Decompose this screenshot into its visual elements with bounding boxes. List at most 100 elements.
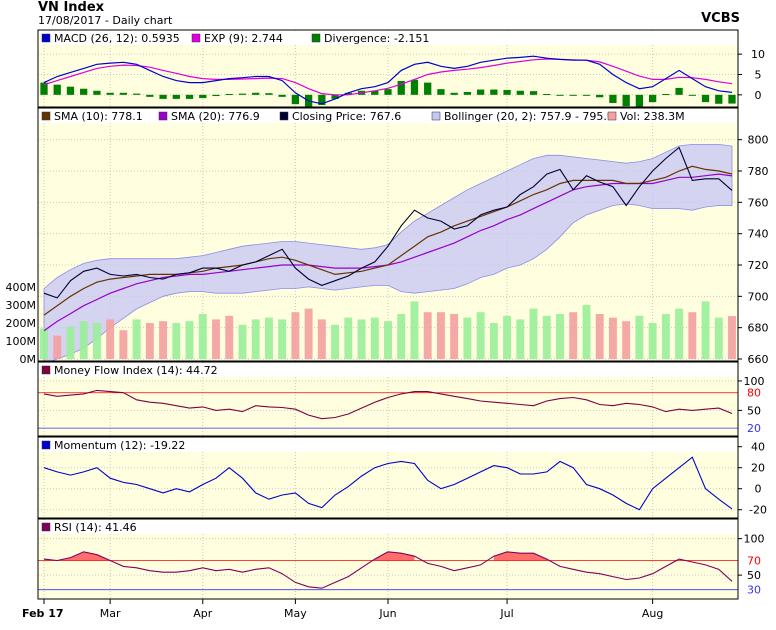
- macd-divergence-bar: [596, 94, 604, 98]
- macd-divergence-bar: [648, 94, 657, 103]
- price-tick-label: 740: [748, 228, 769, 241]
- rsi-legend-label: RSI (14): 41.46: [54, 521, 137, 534]
- volume-bar: [503, 315, 512, 359]
- macd-divergence-bar: [397, 80, 405, 95]
- volume-bar: [40, 328, 48, 359]
- macd-divergence-bar: [106, 92, 114, 95]
- bollinger-band: [43, 144, 733, 365]
- chart-title: VN Index: [38, 0, 105, 15]
- volume-bar: [728, 316, 736, 359]
- volume-axis-label: 200M: [6, 317, 37, 330]
- volume-bar: [106, 319, 115, 359]
- macd-divergence-bar: [516, 90, 524, 95]
- macd-legend-label: Divergence: -2.151: [324, 32, 429, 45]
- macd-divergence-bar: [582, 94, 591, 96]
- rsi-tick-label: 100: [744, 533, 765, 546]
- volume-axis-label: 300M: [6, 299, 37, 312]
- price-legend-label: Vol: 238.3M: [620, 110, 685, 123]
- mfi-line: [43, 389, 733, 420]
- macd-divergence-bar: [463, 91, 472, 95]
- macd-divergence-bar: [318, 94, 326, 105]
- volume-bar: [212, 319, 220, 359]
- volume-bar: [145, 323, 154, 359]
- volume-bar: [489, 323, 498, 359]
- macd-divergence-bar: [529, 91, 538, 95]
- momentum-legend-label: Momentum (12): -19.22: [54, 439, 185, 452]
- macd-line: [43, 55, 733, 105]
- x-axis-label: Apr: [193, 607, 213, 620]
- momentum-legend-swatch: [41, 440, 51, 450]
- macd-divergence-bar: [199, 94, 207, 99]
- momentum-legend-bg: [39, 438, 737, 452]
- momentum-panel-border: [37, 436, 739, 519]
- mfi-legend-swatch: [41, 365, 51, 375]
- price-legend-swatch: [431, 111, 441, 121]
- macd-divergence-bar: [185, 94, 194, 99]
- macd-divergence-bar: [609, 94, 617, 103]
- mfi-legend-label: Money Flow Index (14): 44.72: [54, 364, 218, 377]
- volume-bar: [79, 321, 88, 359]
- chart-source: VCBS: [701, 11, 740, 26]
- chart-subtitle: 17/08/2017 - Daily chart: [38, 14, 173, 27]
- macd-divergence-bar: [384, 89, 392, 95]
- volume-bar: [622, 321, 631, 359]
- price-legend-swatch: [607, 111, 617, 121]
- volume-bar: [92, 323, 101, 359]
- volume-bar: [251, 319, 260, 359]
- volume-bar: [463, 317, 472, 359]
- macd-divergence-bar: [476, 89, 485, 95]
- macd-divergence-bar: [543, 94, 551, 96]
- price-legend-swatch: [158, 111, 168, 121]
- x-axis-label: Feb 17: [22, 607, 64, 620]
- macd-divergence-bar: [622, 94, 630, 107]
- volume-bar: [529, 308, 538, 359]
- macd-divergence-bar: [238, 93, 247, 95]
- volume-bar: [132, 319, 141, 359]
- volume-bar: [238, 324, 247, 359]
- macd-divergence-bar: [675, 87, 683, 95]
- rsi-legend-bg: [39, 520, 737, 534]
- macd-legend-bg: [39, 31, 737, 45]
- price-tick-label: 720: [748, 259, 769, 272]
- mfi-tick-label: 50: [747, 404, 761, 417]
- volume-bar: [264, 317, 273, 359]
- macd-divergence-bar: [728, 94, 736, 104]
- macd-divergence-bar: [291, 94, 300, 105]
- mfi-tick-label: 100: [744, 375, 765, 388]
- volume-axis-label: 0M: [20, 353, 37, 366]
- price-tick-label: 800: [748, 134, 769, 147]
- momentum-tick-label: -20: [749, 504, 767, 517]
- macd-divergence-bar: [40, 82, 48, 95]
- macd-divergence-bar: [437, 89, 445, 95]
- volume-bar: [331, 324, 340, 359]
- volume-bar: [608, 317, 617, 359]
- momentum-tick-label: 20: [751, 462, 765, 475]
- price-legend-label: Closing Price: 767.6: [292, 110, 401, 123]
- x-axis-label: May: [284, 607, 307, 620]
- volume-bar: [648, 323, 657, 359]
- volume-bar: [476, 312, 485, 359]
- macd-divergence-bar: [715, 94, 723, 104]
- price-legend-swatch: [279, 111, 289, 121]
- volume-axis-label: 100M: [6, 335, 37, 348]
- volume-bar: [291, 312, 300, 359]
- macd-divergence-bar: [556, 94, 564, 96]
- volume-bar: [119, 330, 128, 359]
- macd-divergence-bar: [450, 92, 458, 95]
- rsi-line: [43, 551, 733, 589]
- macd-divergence-bar: [688, 94, 696, 96]
- volume-bar: [198, 314, 207, 359]
- macd-divergence-bar: [490, 89, 498, 95]
- volume-bar: [172, 323, 181, 359]
- macd-divergence-bar: [424, 82, 432, 95]
- momentum-tick-label: 40: [751, 441, 765, 454]
- macd-divergence-bar: [146, 94, 154, 97]
- volume-bar: [582, 305, 591, 359]
- macd-exp-line: [43, 58, 733, 96]
- volume-bar: [569, 312, 578, 359]
- macd-divergence-bar: [159, 94, 167, 99]
- x-axis-label: Mar: [100, 607, 121, 620]
- rsi-tick-label: 50: [747, 569, 761, 582]
